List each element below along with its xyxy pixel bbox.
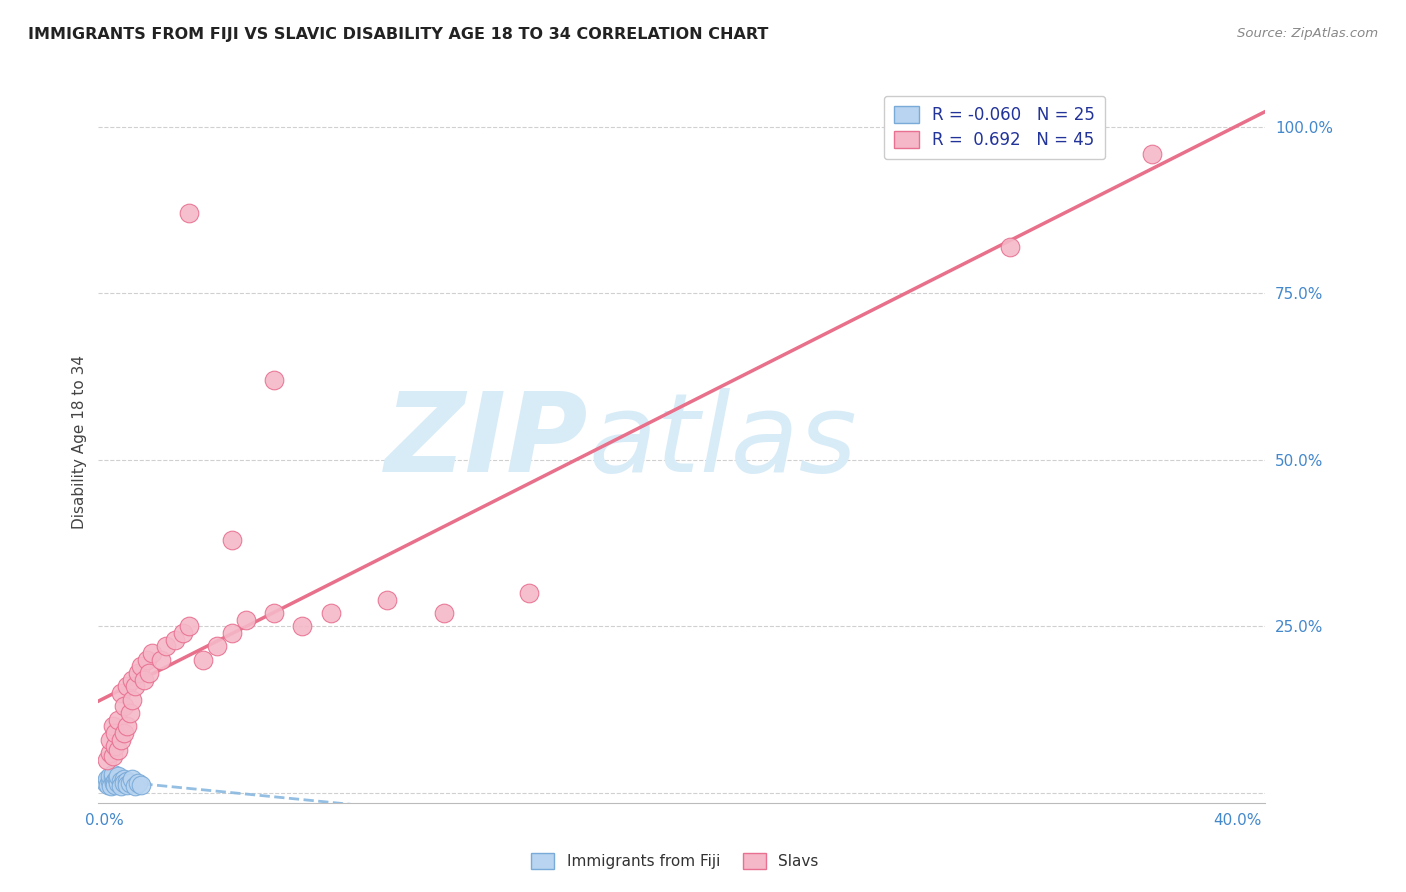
Point [263, 606, 285, 620]
Y-axis label: Disability Age 18 to 34: Disability Age 18 to 34 [72, 354, 87, 529]
Point [149, 652, 172, 666]
Legend: R = -0.060   N = 25, R =  0.692   N = 45: R = -0.060 N = 25, R = 0.692 N = 45 [884, 95, 1105, 159]
Point [127, 665, 149, 680]
Point [107, 742, 129, 756]
Point [177, 206, 200, 220]
Point [172, 626, 194, 640]
Point [124, 779, 146, 793]
Point [104, 773, 127, 788]
Point [193, 652, 215, 666]
Text: ZIP: ZIP [385, 388, 589, 495]
Point [221, 626, 243, 640]
Point [433, 606, 456, 620]
Point [100, 779, 122, 793]
Text: atlas: atlas [589, 388, 858, 495]
Point [103, 776, 125, 790]
Point [127, 776, 149, 790]
Point [319, 606, 342, 620]
Point [138, 665, 160, 680]
Point [141, 646, 163, 660]
Point [96, 772, 118, 787]
Point [221, 533, 243, 547]
Point [96, 752, 118, 766]
Point [129, 659, 152, 673]
Point [97, 778, 120, 792]
Point [115, 679, 138, 693]
Point [115, 778, 138, 792]
Point [121, 692, 143, 706]
Point [121, 772, 143, 787]
Point [104, 726, 127, 740]
Point [375, 592, 398, 607]
Point [107, 713, 129, 727]
Point [105, 772, 128, 787]
Point [98, 732, 121, 747]
Point [104, 778, 127, 792]
Point [177, 619, 200, 633]
Legend: Immigrants from Fiji, Slavs: Immigrants from Fiji, Slavs [526, 847, 824, 875]
Point [110, 732, 132, 747]
Point [98, 746, 121, 760]
Point [112, 726, 135, 740]
Point [1140, 146, 1163, 161]
Point [104, 739, 127, 754]
Text: Source: ZipAtlas.com: Source: ZipAtlas.com [1237, 27, 1378, 40]
Point [110, 686, 132, 700]
Point [129, 778, 152, 792]
Point [101, 771, 124, 785]
Point [207, 640, 229, 654]
Point [101, 719, 124, 733]
Point [291, 619, 314, 633]
Point [132, 673, 155, 687]
Point [107, 769, 129, 783]
Point [121, 673, 143, 687]
Point [263, 373, 285, 387]
Point [163, 632, 186, 647]
Point [118, 776, 141, 790]
Point [1000, 240, 1022, 254]
Point [101, 749, 124, 764]
Point [517, 586, 540, 600]
Point [112, 699, 135, 714]
Point [110, 773, 132, 788]
Point [115, 773, 138, 788]
Point [118, 706, 141, 720]
Point [235, 613, 257, 627]
Point [98, 769, 121, 783]
Point [107, 776, 129, 790]
Point [155, 640, 177, 654]
Point [112, 776, 135, 790]
Point [101, 767, 124, 781]
Point [112, 772, 135, 787]
Point [124, 679, 146, 693]
Point [94, 776, 117, 790]
Text: IMMIGRANTS FROM FIJI VS SLAVIC DISABILITY AGE 18 TO 34 CORRELATION CHART: IMMIGRANTS FROM FIJI VS SLAVIC DISABILIT… [28, 27, 769, 42]
Point [98, 773, 121, 788]
Point [115, 719, 138, 733]
Point [110, 779, 132, 793]
Point [135, 652, 157, 666]
